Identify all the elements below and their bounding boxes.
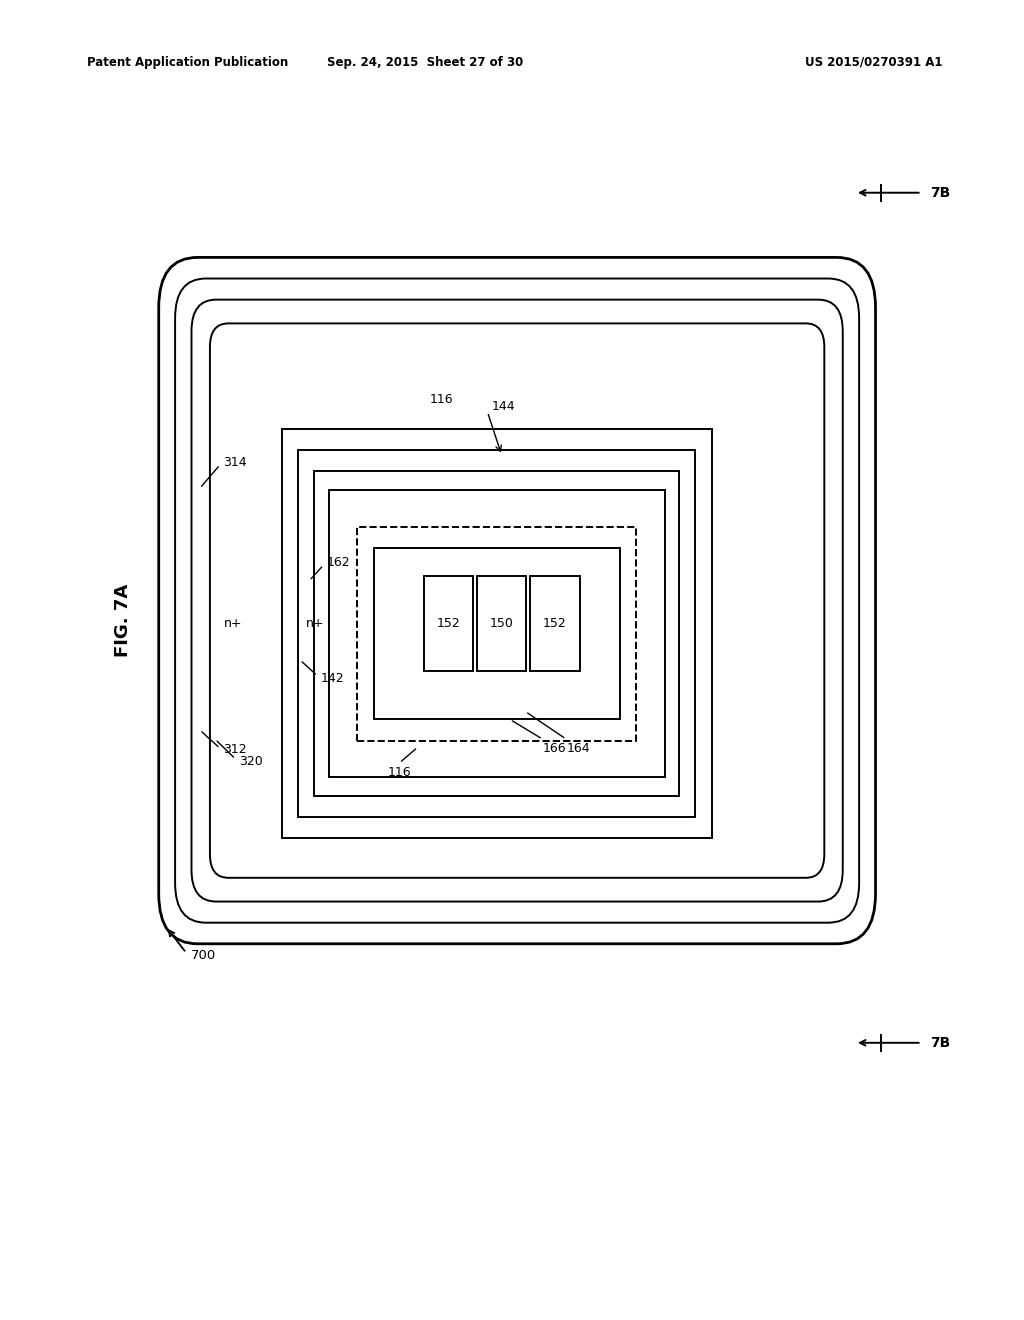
Text: 152: 152: [543, 616, 567, 630]
Bar: [282, 429, 712, 838]
Text: 144: 144: [492, 400, 515, 413]
Text: US 2015/0270391 A1: US 2015/0270391 A1: [805, 55, 942, 69]
Text: 166: 166: [543, 742, 566, 755]
Bar: [477, 576, 526, 671]
Text: 164: 164: [566, 742, 590, 755]
Text: 142: 142: [321, 672, 344, 685]
Text: Sep. 24, 2015  Sheet 27 of 30: Sep. 24, 2015 Sheet 27 of 30: [327, 55, 523, 69]
Bar: [424, 576, 473, 671]
Bar: [329, 490, 665, 777]
Text: n+: n+: [306, 616, 325, 630]
Text: 7B: 7B: [930, 186, 950, 199]
Text: 320: 320: [239, 755, 262, 768]
Bar: [357, 527, 636, 741]
Text: 150: 150: [489, 616, 514, 630]
Bar: [298, 450, 695, 817]
Text: 162: 162: [327, 556, 350, 569]
Text: FIG. 7A: FIG. 7A: [114, 583, 132, 657]
Bar: [530, 576, 580, 671]
Text: 152: 152: [436, 616, 461, 630]
Bar: [374, 548, 620, 719]
Bar: [314, 471, 679, 796]
Text: 312: 312: [223, 743, 247, 756]
Text: 7B: 7B: [930, 1036, 950, 1049]
Text: 116: 116: [430, 393, 454, 407]
Text: n+: n+: [224, 616, 243, 630]
Text: 314: 314: [223, 455, 247, 469]
Text: 700: 700: [190, 949, 216, 962]
Text: 116: 116: [387, 766, 412, 779]
Text: Patent Application Publication: Patent Application Publication: [87, 55, 289, 69]
